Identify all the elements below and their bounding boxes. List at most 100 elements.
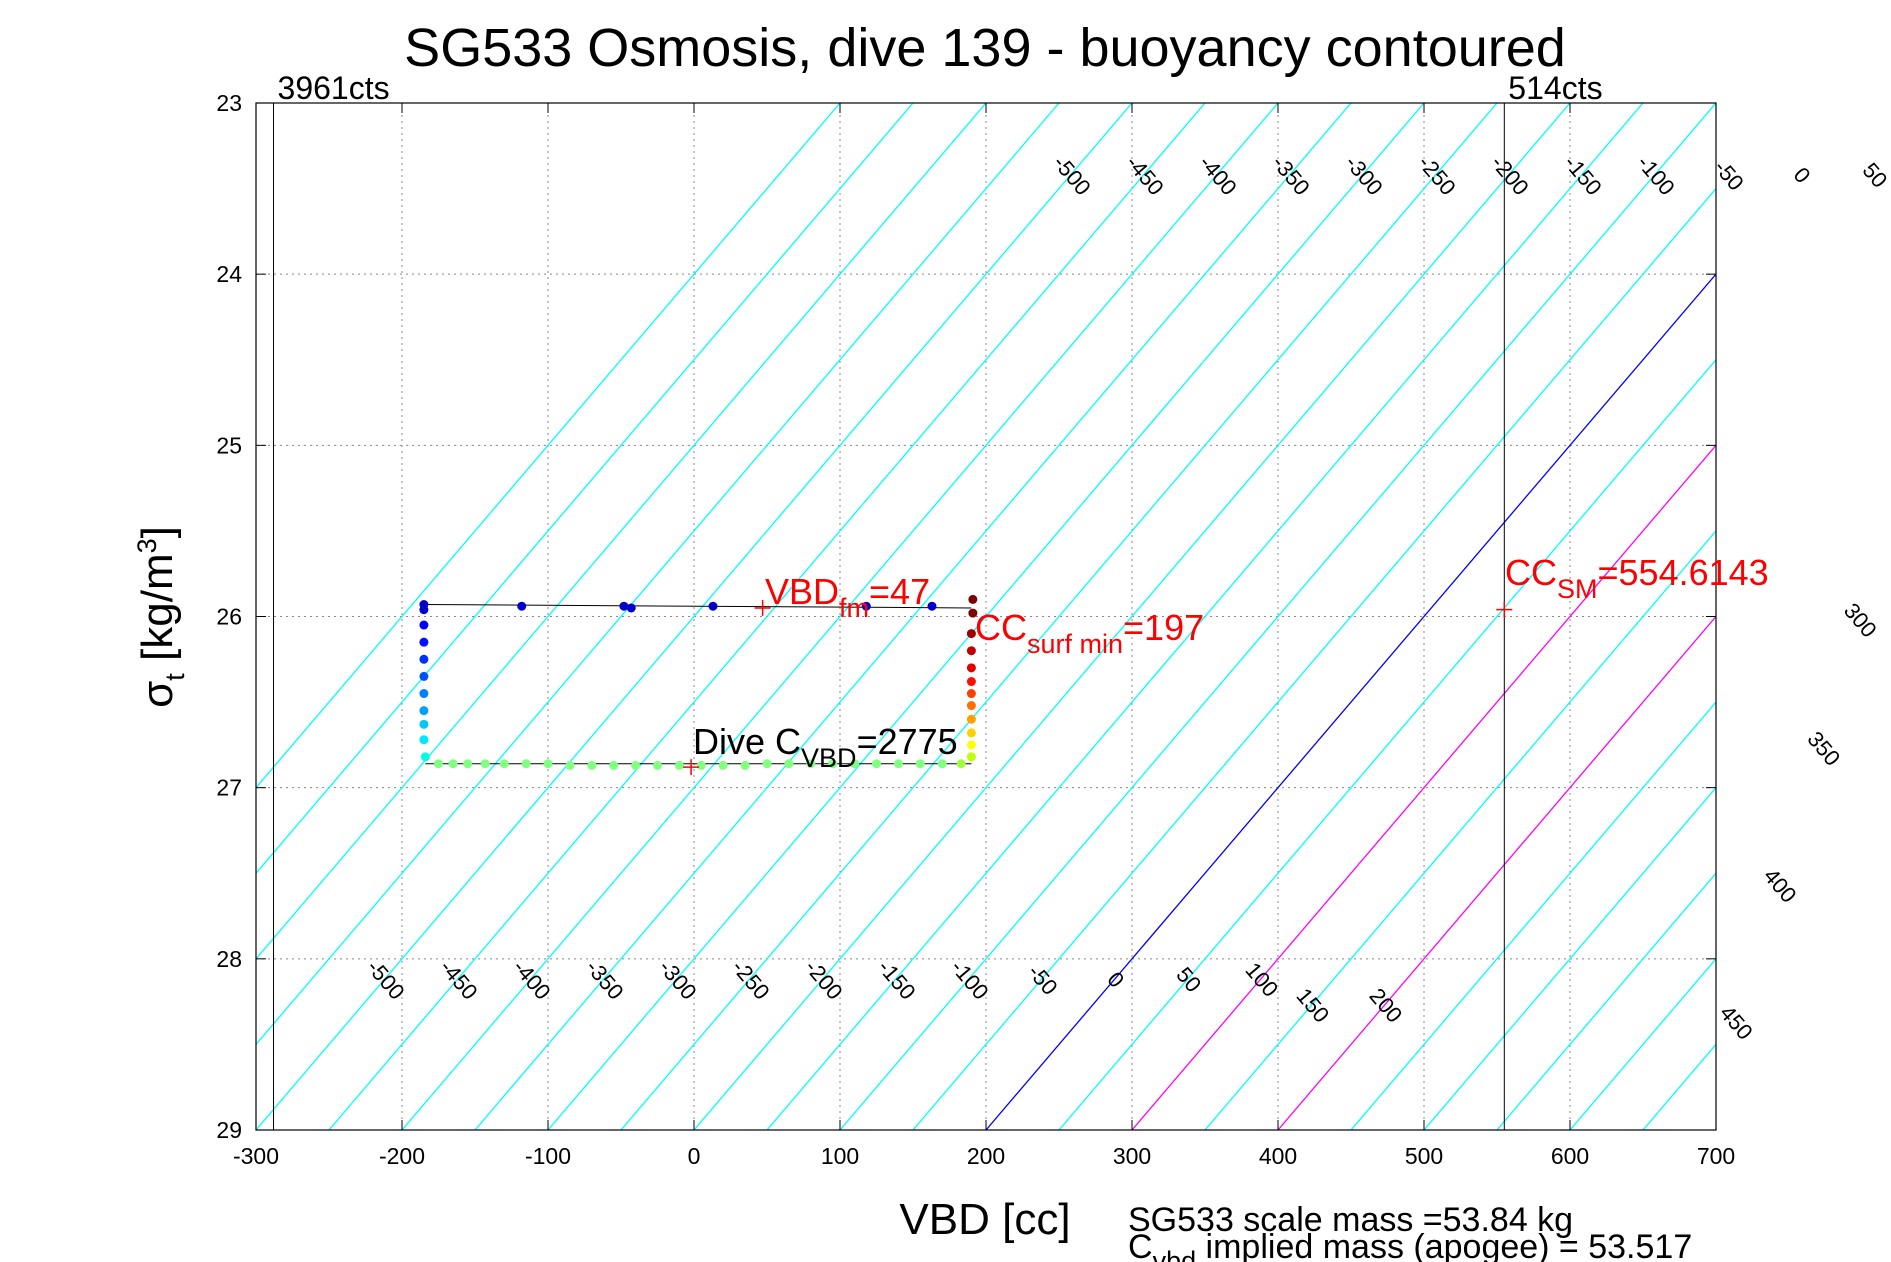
x-tick-label: 600 bbox=[1551, 1143, 1589, 1169]
contour-line bbox=[256, 103, 914, 875]
data-point bbox=[499, 759, 509, 769]
vbd-fm-annotation: VBDfm=47 bbox=[765, 571, 930, 623]
contour-line bbox=[1496, 872, 1716, 1130]
data-point bbox=[517, 601, 527, 611]
y-tick-label: 23 bbox=[216, 90, 242, 116]
contour-line bbox=[401, 103, 1279, 1130]
x-tick-label: 300 bbox=[1113, 1143, 1151, 1169]
data-point bbox=[419, 671, 429, 681]
contour-line bbox=[693, 103, 1571, 1130]
implied-mass-footer: Cvbd implied mass (apogee) = 53.517 bbox=[1128, 1228, 1692, 1262]
data-point bbox=[419, 654, 429, 664]
y-tick-label: 28 bbox=[216, 946, 242, 972]
dive-data-points bbox=[419, 594, 978, 770]
data-point bbox=[419, 735, 429, 745]
contour-line bbox=[328, 103, 1206, 1130]
data-point bbox=[420, 752, 430, 762]
data-point bbox=[419, 689, 429, 699]
data-point bbox=[653, 760, 662, 770]
data-point bbox=[966, 689, 976, 699]
y-label-units: [kg/m bbox=[133, 553, 182, 673]
y-tick-label: 29 bbox=[216, 1117, 242, 1143]
contour-label: 400 bbox=[1759, 863, 1802, 907]
x-tick-label: 400 bbox=[1259, 1143, 1297, 1169]
data-point bbox=[565, 760, 575, 770]
contour-line bbox=[985, 273, 1716, 1130]
data-point bbox=[784, 759, 794, 769]
data-point bbox=[631, 760, 641, 770]
data-point bbox=[696, 760, 706, 770]
y-axis-label: σt [kg/m3] bbox=[132, 526, 190, 708]
data-point bbox=[850, 759, 860, 769]
data-point bbox=[861, 601, 871, 611]
x-tick-label: -100 bbox=[525, 1143, 571, 1169]
data-point bbox=[966, 663, 976, 673]
contour-line bbox=[1350, 701, 1716, 1130]
x-tick-label: 500 bbox=[1405, 1143, 1443, 1169]
data-point bbox=[927, 601, 937, 611]
data-point bbox=[480, 759, 490, 769]
data-point bbox=[893, 759, 903, 769]
data-point bbox=[966, 740, 976, 750]
contour-line bbox=[256, 103, 841, 789]
data-point bbox=[966, 728, 976, 738]
data-point bbox=[434, 759, 443, 769]
svg-text:σt [kg/m3]: σt [kg/m3] bbox=[132, 526, 190, 708]
data-point bbox=[708, 601, 718, 611]
contour-line bbox=[1058, 358, 1716, 1130]
buoyancy-contours bbox=[256, 103, 1716, 1130]
data-point bbox=[419, 706, 429, 716]
contour-line bbox=[547, 103, 1425, 1130]
data-point bbox=[966, 646, 976, 656]
x-axis-ticks: -300 -200 -100 0 100 200 300 400 500 600 700 bbox=[233, 103, 1735, 1169]
contour-line bbox=[839, 103, 1716, 1130]
data-point bbox=[419, 719, 429, 729]
contour-line bbox=[256, 103, 1133, 1130]
contour-line bbox=[1204, 529, 1716, 1130]
contour-line bbox=[1277, 615, 1716, 1130]
data-point bbox=[872, 759, 881, 769]
data-point bbox=[968, 594, 978, 604]
contour-line bbox=[1131, 444, 1716, 1130]
data-point bbox=[619, 601, 629, 611]
y-label-sup: 3 bbox=[132, 538, 162, 553]
data-point bbox=[966, 629, 976, 639]
data-point bbox=[828, 759, 838, 769]
data-point bbox=[968, 608, 978, 618]
y-axis-ticks: 23 24 25 26 27 28 29 bbox=[216, 90, 1716, 1143]
data-point bbox=[718, 760, 728, 770]
min-counts-label: 3961cts bbox=[278, 70, 390, 106]
data-point bbox=[543, 759, 553, 769]
contour-line bbox=[766, 103, 1644, 1130]
data-point bbox=[740, 760, 750, 770]
data-point bbox=[587, 760, 597, 770]
contour-label: 450 bbox=[1715, 1000, 1758, 1044]
cc-sm-annotation: CCSM=554.6143 bbox=[1505, 552, 1769, 604]
contour-line bbox=[256, 103, 1060, 1046]
y-label-sigma: σ bbox=[133, 681, 182, 708]
x-tick-label: 0 bbox=[688, 1143, 701, 1169]
data-point bbox=[966, 714, 976, 724]
y-tick-label: 27 bbox=[216, 775, 242, 801]
x-axis-label: VBD [cc] bbox=[899, 1195, 1070, 1244]
data-point bbox=[626, 603, 636, 613]
estimate-markers bbox=[683, 599, 1513, 776]
x-tick-label: 100 bbox=[821, 1143, 859, 1169]
contour-label: 0 bbox=[1789, 162, 1816, 188]
x-tick-label: 200 bbox=[967, 1143, 1005, 1169]
scale-mass-footer: SG533 scale mass =53.84 kg bbox=[1128, 1201, 1573, 1239]
x-tick-label: -200 bbox=[379, 1143, 425, 1169]
x-tick-label: 700 bbox=[1697, 1143, 1735, 1169]
max-counts-label: 514cts bbox=[1508, 70, 1602, 106]
data-point bbox=[915, 759, 925, 769]
contour-line bbox=[256, 103, 987, 960]
dive-cvbd-annotation: Dive CVBD=2775 bbox=[693, 721, 958, 773]
y-tick-label: 24 bbox=[216, 261, 242, 287]
data-point bbox=[609, 760, 619, 770]
cc-surf-min-annotation: CCsurf min=197 bbox=[975, 607, 1204, 659]
contour-label: 350 bbox=[1802, 726, 1845, 770]
contour-line bbox=[912, 187, 1716, 1130]
y-tick-label: 25 bbox=[216, 432, 242, 458]
contour-line bbox=[1423, 786, 1716, 1130]
